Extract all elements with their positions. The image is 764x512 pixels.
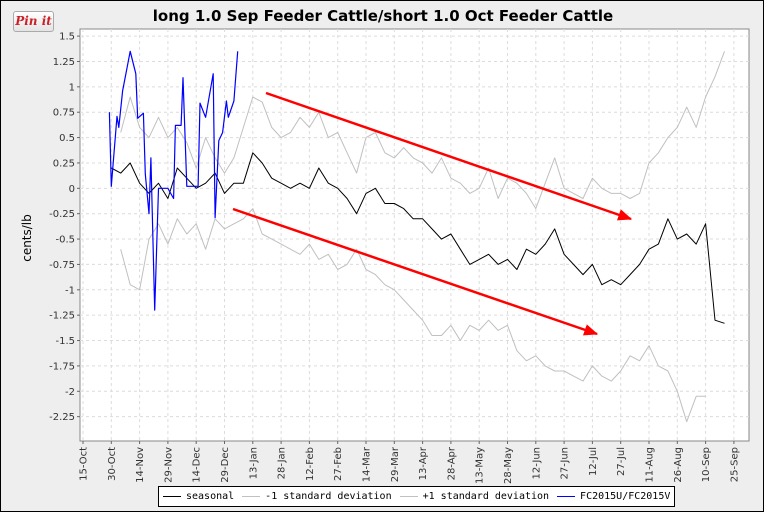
y-axis-label: cents/lb [20, 214, 34, 262]
legend-label: seasonal [186, 491, 235, 502]
x-tick-label: 27-Jul [616, 447, 627, 476]
y-tick-label: 1.25 [53, 57, 75, 68]
legend: seasonal -1 standard deviation +1 standa… [158, 486, 676, 507]
y-tick-label: -0.75 [49, 260, 75, 271]
x-tick-label: 12-Jul [588, 447, 599, 476]
series-line-seasonal [111, 152, 725, 324]
y-tick-label: 0.25 [53, 158, 75, 169]
x-tick-label: 10-Sep [701, 447, 712, 482]
y-tick-label: -1 [65, 285, 75, 296]
plot-area [79, 28, 750, 442]
x-tick-label: 13-May [475, 447, 486, 484]
x-tick-label: 28-May [503, 447, 514, 484]
x-tick-label: 26-Aug [673, 447, 684, 483]
x-tick-label: 14-Mar [362, 446, 373, 482]
y-tick-label: -0.5 [55, 235, 75, 246]
x-tick-label: 14-Dec [192, 447, 203, 483]
y-tick-label: -1.25 [49, 311, 75, 322]
x-tick-label: 15-Oct [79, 447, 90, 481]
x-tick-label: 14-Nov [135, 447, 146, 483]
series-line-fc2015u-fc2015v [108, 50, 239, 311]
trend-arrow-lower [232, 207, 599, 336]
series-group [108, 50, 725, 423]
pin-it-button[interactable]: Pin it [13, 11, 54, 32]
y-tick-label: -2.25 [49, 412, 75, 423]
legend-swatch [557, 496, 576, 497]
grid [80, 29, 749, 441]
legend-item-fc2015u-fc2015v: FC2015U/FC2015V [557, 491, 670, 502]
y-tick-label: 1 [69, 82, 75, 93]
chart-title: long 1.0 Sep Feeder Cattle/short 1.0 Oct… [152, 7, 614, 25]
y-tick-label: 0 [69, 184, 75, 195]
legend-swatch [242, 496, 261, 497]
y-tick-label: -1.75 [49, 361, 75, 372]
legend-item-seasonal: seasonal [163, 491, 234, 502]
y-tick-label: -2 [65, 387, 75, 398]
x-tick-label: 27-Feb [333, 447, 344, 481]
x-tick-label: 13-Apr [418, 446, 429, 480]
y-tick-label: 0.5 [59, 133, 75, 144]
x-tick-label: 28-Jan [277, 447, 288, 479]
y-tick-label: -0.25 [49, 209, 75, 220]
x-tick-label: 12-Feb [305, 447, 316, 481]
y-axis: 1.5 1.25 1 0.75 0.5 0.25 0 -0.25 -0.5 -0.75 -1 -1.2… [49, 32, 80, 423]
legend-swatch [163, 496, 181, 497]
legend-item-plus-1-sd: +1 standard deviation [399, 491, 550, 502]
x-tick-label: 29-Nov [163, 447, 174, 483]
trend-arrow-upper [265, 91, 633, 221]
x-tick-label: 13-Jan [248, 447, 259, 479]
x-tick-label: 29-Mar [390, 446, 401, 482]
x-tick-label: 30-Oct [107, 447, 118, 481]
x-tick-label: 12-Jun [531, 447, 542, 480]
y-tick-label: 1.5 [59, 32, 75, 43]
y-tick-label: 0.75 [53, 108, 75, 119]
legend-label: FC2015U/FC2015V [580, 491, 671, 502]
legend-swatch [399, 496, 418, 497]
x-axis: 15-Oct 30-Oct 14-Nov 29-Nov 14-Dec 29-Dec 13-J… [79, 441, 740, 484]
series-line--1-standard-deviation [120, 208, 706, 423]
x-tick-label: 11-Aug [645, 447, 656, 483]
x-tick-label: 25-Sep [729, 447, 740, 482]
x-tick-label: 27-Jun [560, 447, 571, 480]
series-line--1-standard-deviation [120, 51, 725, 210]
legend-label: -1 standard deviation [265, 491, 392, 502]
x-tick-label: 29-Dec [220, 447, 231, 483]
legend-item-minus-1-sd: -1 standard deviation [242, 491, 392, 502]
y-tick-label: -1.5 [55, 336, 75, 347]
legend-label: +1 standard deviation [422, 491, 550, 502]
x-tick-label: 28-Apr [446, 446, 457, 480]
